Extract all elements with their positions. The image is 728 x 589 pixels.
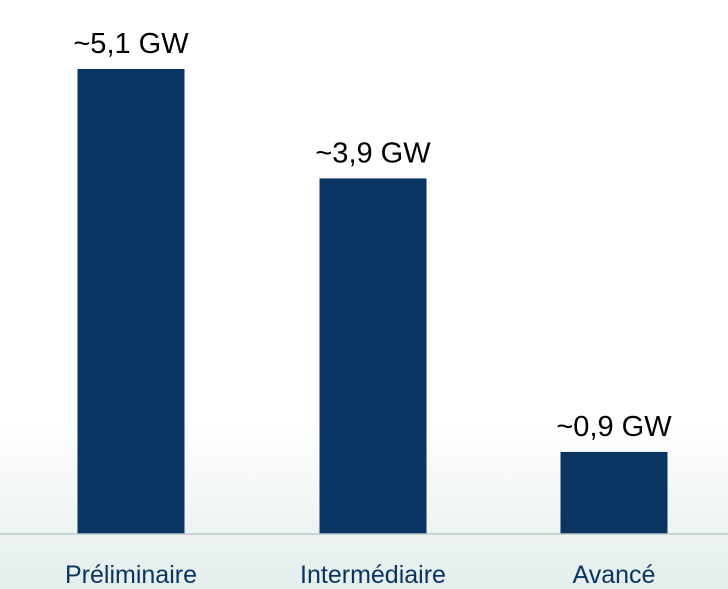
category-label-1: Préliminaire	[65, 561, 197, 589]
data-label-1: ~5,1 GW	[73, 28, 189, 60]
bars-group	[77, 69, 668, 535]
data-label-3: ~0,9 GW	[556, 411, 672, 443]
category-labels-group: Préliminaire Intermédiaire Avancé	[65, 561, 655, 589]
category-label-2: Intermédiaire	[300, 561, 446, 589]
bar-2	[319, 178, 427, 535]
bar-1	[77, 69, 185, 534]
category-label-3: Avancé	[573, 561, 656, 589]
bar-3	[560, 451, 668, 534]
data-labels-group: ~5,1 GW ~3,9 GW ~0,9 GW	[73, 28, 672, 443]
data-label-2: ~3,9 GW	[315, 137, 431, 169]
